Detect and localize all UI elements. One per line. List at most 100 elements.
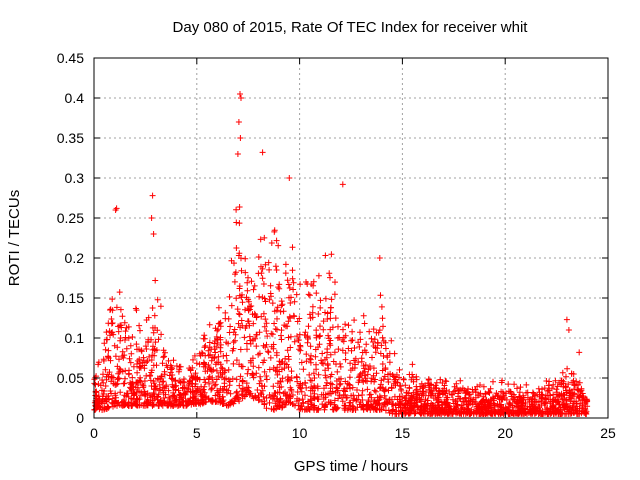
data-point <box>233 245 240 251</box>
data-point <box>522 406 529 413</box>
data-point <box>323 354 330 361</box>
data-point <box>277 308 284 315</box>
data-point <box>355 392 362 399</box>
data-point <box>212 381 219 388</box>
data-point <box>222 315 229 322</box>
data-point <box>119 348 126 355</box>
data-point <box>425 376 432 383</box>
data-point <box>165 387 172 394</box>
data-point <box>341 402 348 409</box>
data-point <box>110 331 117 338</box>
data-point <box>215 304 222 311</box>
data-point <box>276 404 283 410</box>
data-point <box>324 379 330 386</box>
data-point <box>230 329 237 336</box>
data-point <box>548 410 555 417</box>
data-point <box>298 403 304 410</box>
data-point <box>342 350 349 356</box>
data-point <box>160 378 167 385</box>
data-point <box>149 352 156 359</box>
data-point <box>238 95 244 101</box>
data-point <box>212 392 219 399</box>
data-point <box>380 323 386 330</box>
data-point <box>328 296 335 303</box>
data-point <box>499 377 506 384</box>
data-point <box>436 408 443 415</box>
data-point <box>325 365 332 372</box>
data-point <box>306 292 313 299</box>
data-point <box>256 329 263 336</box>
data-point <box>317 304 324 311</box>
y-tick-label: 0.25 <box>57 210 84 226</box>
data-point <box>563 389 570 396</box>
data-point <box>320 318 327 325</box>
data-point <box>446 403 453 410</box>
data-point <box>499 389 506 396</box>
data-point <box>484 409 491 416</box>
data-point <box>154 327 161 334</box>
data-point <box>365 366 372 373</box>
data-point <box>219 393 226 400</box>
data-point <box>253 370 260 377</box>
data-point <box>314 383 321 390</box>
data-point <box>334 368 341 375</box>
data-point <box>311 375 318 381</box>
data-point <box>575 393 581 400</box>
data-point <box>324 349 331 356</box>
data-point <box>563 316 570 323</box>
data-point <box>576 349 583 356</box>
data-point <box>275 242 282 249</box>
data-point <box>136 346 142 353</box>
data-point <box>377 394 384 401</box>
data-point <box>117 389 124 396</box>
x-tick-label: 15 <box>395 425 411 441</box>
y-tick-label: 0.4 <box>65 90 85 106</box>
data-point <box>239 363 246 370</box>
data-point <box>260 310 267 317</box>
data-point <box>371 398 377 405</box>
data-point <box>230 400 237 407</box>
data-point <box>360 312 367 319</box>
data-point <box>208 346 215 353</box>
data-point <box>225 366 232 373</box>
axis-ticks <box>93 57 609 419</box>
data-point <box>366 404 373 411</box>
data-point <box>146 392 153 399</box>
data-point <box>238 391 245 398</box>
data-point <box>211 355 218 362</box>
data-point <box>153 362 160 369</box>
data-point <box>188 373 195 380</box>
data-point <box>201 332 208 339</box>
data-point <box>241 334 248 341</box>
data-point <box>192 370 199 377</box>
data-point <box>165 357 172 364</box>
data-point <box>215 353 222 360</box>
data-point <box>401 405 408 412</box>
data-point <box>535 385 542 392</box>
data-point <box>267 354 274 361</box>
data-point <box>443 396 450 403</box>
data-point <box>268 293 274 300</box>
data-point <box>165 401 172 408</box>
data-point <box>433 379 440 386</box>
data-point <box>235 310 242 317</box>
data-point <box>170 384 177 391</box>
data-point <box>487 385 494 392</box>
data-point <box>185 398 192 405</box>
data-point <box>320 391 327 398</box>
data-point <box>348 337 355 344</box>
data-point <box>366 328 373 335</box>
data-point <box>125 335 132 342</box>
x-tick-labels: 0 5 10 15 20 25 <box>90 425 616 441</box>
data-point <box>236 283 243 290</box>
data-point <box>192 388 199 395</box>
data-point <box>317 297 324 304</box>
data-point <box>332 389 339 396</box>
data-point <box>161 399 168 406</box>
data-point <box>105 396 112 403</box>
data-point <box>202 342 209 349</box>
data-point <box>246 322 253 329</box>
data-point <box>505 409 512 416</box>
data-point <box>96 406 103 413</box>
data-point <box>305 323 312 330</box>
